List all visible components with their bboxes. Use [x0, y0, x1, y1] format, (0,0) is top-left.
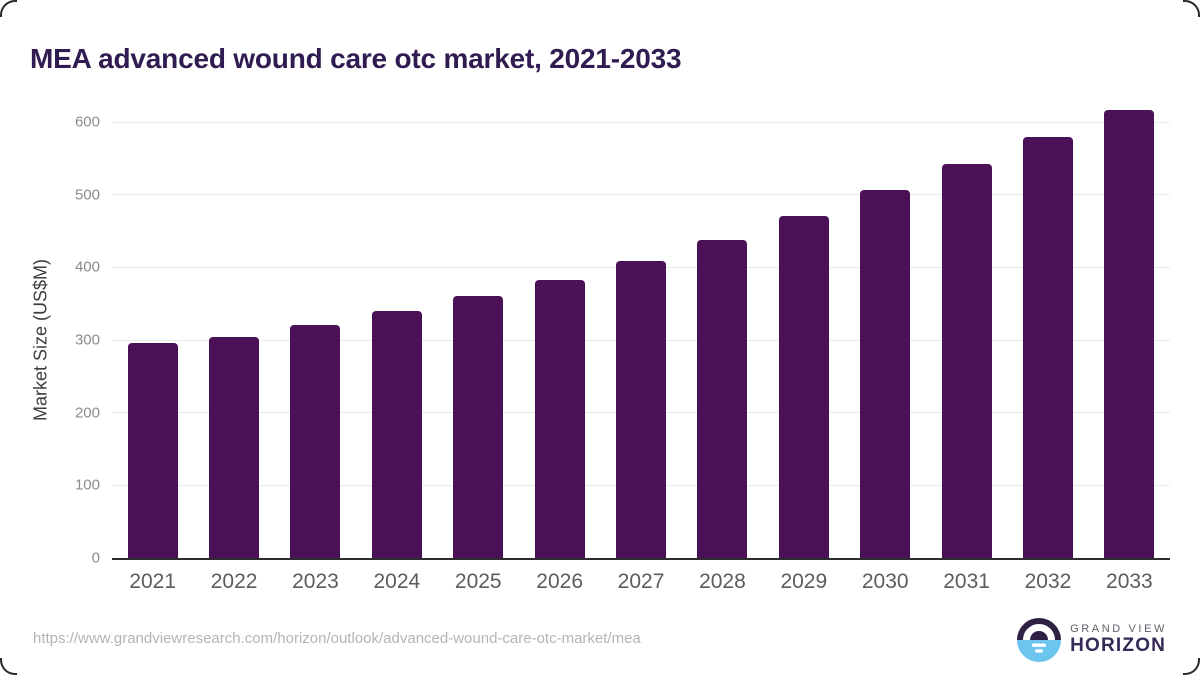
bar-2033	[1104, 110, 1155, 558]
x-tick-label: 2028	[699, 570, 746, 593]
x-tick-label: 2030	[861, 570, 909, 593]
bar-2029	[778, 215, 829, 558]
bar-slot	[1007, 95, 1088, 558]
brand-name-top: GRAND VIEW	[1070, 622, 1167, 635]
bar-2027	[616, 260, 667, 558]
y-axis-ticks: 0 100 200 300 400 500 600	[0, 95, 100, 566]
bar-slot	[1089, 95, 1170, 558]
y-tick-label: 400	[74, 258, 100, 276]
bar-2023	[290, 324, 341, 558]
bar-slot	[112, 95, 193, 558]
bar-slot	[193, 95, 274, 558]
bar-slot	[682, 95, 763, 558]
frame-corner	[0, 0, 17, 17]
bar-2028	[697, 239, 748, 558]
gridline	[112, 121, 1170, 123]
bar-slot	[438, 95, 519, 558]
bar-slot	[926, 95, 1007, 558]
bar-2030	[860, 189, 911, 558]
bar-2032	[1022, 137, 1073, 558]
x-tick-label: 2029	[780, 570, 828, 593]
bar-2025	[453, 295, 504, 558]
x-tick-label: 2033	[1106, 570, 1153, 593]
source-url: https://www.grandviewresearch.com/horizo…	[33, 630, 641, 647]
bar-2031	[941, 164, 992, 558]
bar-2022	[209, 337, 260, 558]
frame-corner	[1183, 0, 1200, 17]
bar-2021	[127, 342, 178, 558]
chart-title: MEA advanced wound care otc market, 2021…	[30, 42, 682, 74]
y-tick-label: 500	[74, 186, 100, 204]
y-tick-label: 600	[74, 113, 100, 131]
y-tick-label: 200	[74, 404, 100, 422]
frame-corner	[0, 658, 17, 675]
bar-slot	[763, 95, 844, 558]
x-tick-label: 2027	[617, 570, 665, 593]
bar-slot	[356, 95, 437, 558]
x-axis-labels: 2021 2022 2023 2024 2025 2026 2027 2028 2029 2030…	[112, 570, 1170, 594]
x-tick-label: 2025	[454, 570, 502, 593]
x-tick-label: 2022	[210, 570, 258, 593]
brand-logo: GRAND VIEW HORIZON	[1017, 618, 1167, 662]
bar-slot	[275, 95, 356, 558]
y-tick-label: 300	[74, 331, 100, 349]
bar-slot	[519, 95, 600, 558]
x-tick-label: 2026	[536, 570, 583, 593]
x-tick-label: 2021	[129, 570, 177, 593]
bar-slot	[845, 95, 926, 558]
frame-corner	[1183, 658, 1200, 675]
bar-slot	[600, 95, 681, 558]
x-tick-label: 2023	[292, 570, 339, 593]
brand-name-bottom: HORIZON	[1070, 635, 1167, 657]
horizon-logo-icon	[1017, 618, 1062, 662]
x-tick-label: 2032	[1024, 570, 1072, 593]
x-tick-label: 2031	[943, 570, 990, 593]
gridline	[112, 194, 1170, 196]
brand-name: GRAND VIEW HORIZON	[1070, 623, 1167, 657]
bar-2026	[534, 279, 585, 558]
y-tick-label: 0	[91, 549, 100, 567]
x-tick-label: 2024	[373, 570, 421, 593]
plot-area	[112, 95, 1170, 560]
bars-container	[112, 95, 1170, 558]
bar-2024	[371, 310, 422, 558]
y-tick-label: 100	[74, 476, 100, 494]
